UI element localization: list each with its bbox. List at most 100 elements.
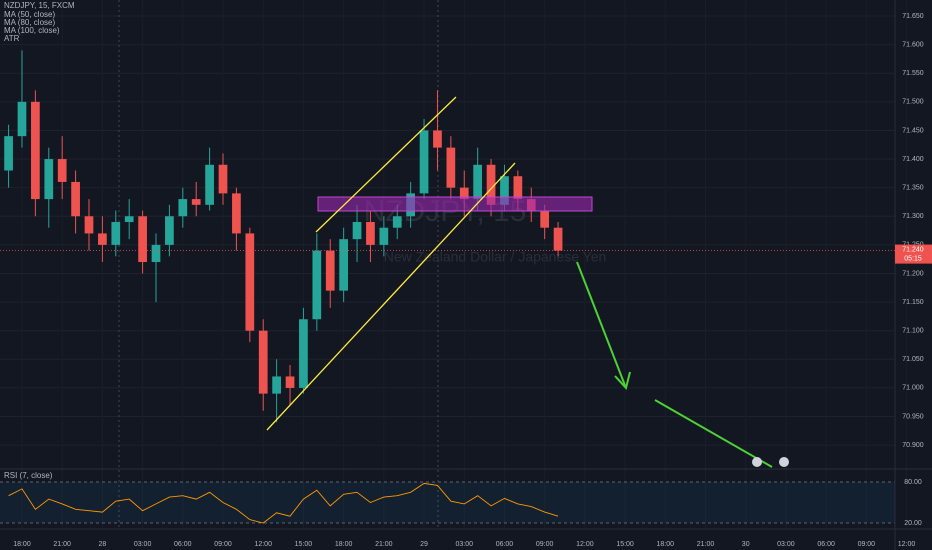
candle-body [272,376,281,394]
watermark-subtitle: New Zealand Dollar / Japanese Yen [384,249,607,265]
candle-body [191,199,201,205]
x-tick-label: 21:00 [697,541,715,548]
last-price-box [895,244,932,264]
candle-body [17,101,27,137]
rsi-title: RSI (7, close) [4,471,53,480]
y-tick-label: 71.200 [902,270,924,277]
x-tick-label: 06:00 [817,541,835,548]
x-tick-label: 12:00 [254,541,272,548]
x-tick-label: 18:00 [335,541,353,548]
x-tick-label: 09:00 [214,541,232,548]
y-tick-label: 70.950 [902,413,924,420]
candle-body [312,250,322,320]
candle-body [245,233,255,331]
x-tick-label: 18:00 [13,541,31,548]
candle-body [111,221,121,245]
countdown-label: 05:15 [904,255,922,262]
symbol-title: NZDJPY, 15, FXCM [4,1,75,10]
y-tick-label: 71.000 [902,385,924,392]
indicator-label: MA (100, close) [4,26,60,35]
candle-body [486,164,496,205]
candle-body [433,130,442,148]
axes: 70.900 70.950 71.000 71.050 71.100 71.150 71.2… [0,13,932,548]
x-tick-label: 18:00 [657,541,675,548]
candle-body [84,216,94,234]
x-tick-label: 15:00 [616,541,634,548]
x-tick-label: 15:00 [295,541,313,548]
arrow-head [614,371,631,391]
candle-body [419,130,429,194]
y-tick-label: 71.050 [902,356,924,363]
rsi-tick-label: 80.00 [904,479,922,486]
candle-body [446,147,456,188]
candle-body [232,193,241,234]
candle-body [500,176,509,205]
x-tick-label: 06:00 [496,541,514,548]
x-tick-label: 12:00 [576,541,594,548]
candle-body [98,233,107,245]
indicator-label: MA (50, close) [4,10,55,19]
y-tick-label: 71.600 [902,41,924,48]
candle-body [218,164,228,194]
candle-body [178,199,188,217]
candle-body [459,187,469,200]
candle-body [57,159,67,182]
y-tick-label: 71.100 [902,328,924,335]
candle-body [392,216,402,228]
x-tick-label: 03:00 [455,541,473,548]
candle-body [473,164,483,200]
y-tick-label: 71.650 [902,13,924,20]
candle-body [31,101,40,200]
y-tick-label: 71.450 [902,127,924,134]
candle-body [205,164,214,205]
resistance-zone [317,196,593,212]
candle-body [138,216,147,263]
candle-body [285,376,295,388]
candle-body [513,176,523,200]
channel-upper [315,96,457,233]
x-tick-label: 12:00 [898,541,916,548]
x-tick-label: 29 [420,541,428,548]
y-tick-label: 70.900 [902,442,924,449]
x-tick-label: 09:00 [536,541,554,548]
candle-body [258,330,268,394]
candle-body [165,216,174,245]
rsi-line [8,482,559,524]
rsi-panel: 80.00 20.00 [0,479,922,527]
y-tick-label: 71.400 [902,156,924,163]
last-price-label: 71.240 [902,246,924,253]
x-tick-label: 21:00 [53,541,71,548]
candle-body [71,181,80,217]
x-tick-label: 03:00 [134,541,152,548]
candle-body [4,136,13,171]
candle-body [553,227,563,251]
x-tick-label: 03:00 [777,541,795,548]
arrow-target [654,399,773,468]
candle-body [325,250,335,291]
candle-body [366,221,375,245]
indicator-label: MA (80, close) [4,18,55,27]
rsi-tick-label: 20.00 [904,520,922,527]
event-icon[interactable] [779,457,789,467]
y-tick-label: 71.350 [902,185,924,192]
x-tick-label: 21:00 [375,541,393,548]
x-tick-label: 28 [98,541,106,548]
x-tick-label: 30 [742,541,750,548]
x-tick-label: 09:00 [858,541,876,548]
indicator-label: ATR [4,34,20,43]
candle-body [379,227,389,245]
candle-body [124,216,134,222]
y-tick-label: 71.500 [902,99,924,106]
candle-body [352,221,362,240]
channel-lower [266,162,516,431]
rsi-band [0,482,895,523]
y-tick-label: 71.550 [902,70,924,77]
candle-body [299,319,308,388]
y-tick-label: 71.300 [902,213,924,220]
legend: NZDJPY, 15, FXCM MA (50, close) MA (80, … [4,1,75,480]
event-icon[interactable] [752,457,762,467]
candle-body [540,210,550,228]
x-tick-label: 06:00 [174,541,192,548]
